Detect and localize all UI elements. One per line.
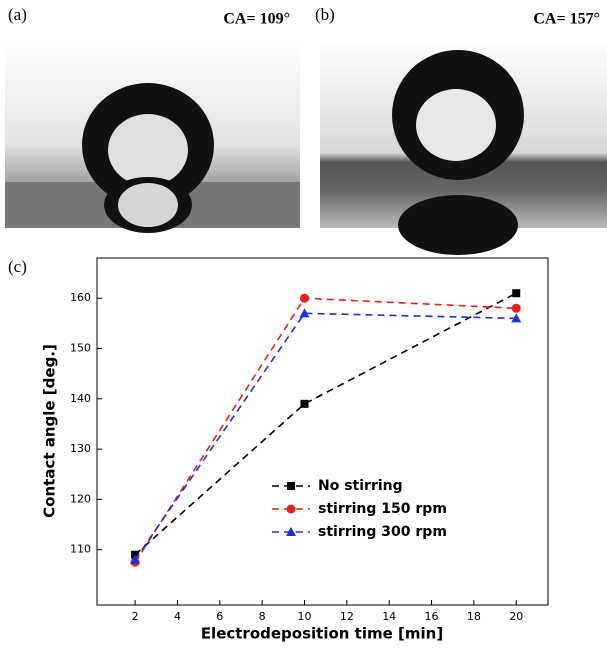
x-tick-label: 20 — [509, 610, 523, 623]
data-point — [300, 293, 310, 303]
legend-label: No stirring — [318, 478, 403, 494]
series-line — [134, 292, 517, 556]
photo-b — [320, 40, 607, 255]
data-point — [512, 289, 521, 298]
series-line — [134, 312, 517, 561]
x-axis-title: Electrodeposition time [min] — [201, 625, 443, 643]
x-tick-label: 8 — [259, 610, 266, 623]
data-point — [300, 399, 309, 408]
data-point — [511, 313, 522, 323]
legend-marker — [286, 504, 296, 514]
legend-marker — [286, 527, 296, 536]
y-tick-label: 110 — [70, 543, 91, 556]
panel-label: (b) — [315, 5, 335, 24]
y-tick-label: 120 — [70, 492, 91, 505]
x-tick-label: 16 — [425, 610, 439, 623]
panel-caption: CA= 157° — [533, 11, 600, 28]
panel-label: (c) — [8, 257, 27, 276]
y-tick-label: 150 — [70, 342, 91, 355]
data-point — [131, 550, 140, 559]
x-tick-label: 6 — [216, 610, 223, 623]
y-tick-label: 140 — [70, 392, 91, 405]
x-tick-label: 18 — [467, 610, 481, 623]
data-point — [130, 554, 141, 564]
plot-frame — [96, 257, 549, 606]
x-tick-label: 10 — [298, 610, 312, 623]
legend-label: stirring 300 rpm — [318, 524, 447, 540]
data-point — [299, 308, 310, 318]
legend-label: stirring 150 rpm — [318, 501, 447, 517]
x-tick-label: 4 — [174, 610, 181, 623]
legend-marker — [287, 482, 295, 490]
panel-caption: CA= 109° — [223, 11, 290, 28]
panel-label: (a) — [8, 5, 27, 24]
x-tick-label: 14 — [382, 610, 396, 623]
photo-a — [5, 40, 300, 233]
y-tick-label: 130 — [70, 442, 91, 455]
series-line — [134, 297, 517, 563]
x-tick-label: 12 — [340, 610, 354, 623]
y-tick-label: 160 — [70, 291, 91, 304]
data-point — [511, 303, 521, 313]
x-tick-label: 2 — [132, 610, 139, 623]
y-axis-title: Contact angle [deg.] — [41, 344, 59, 518]
